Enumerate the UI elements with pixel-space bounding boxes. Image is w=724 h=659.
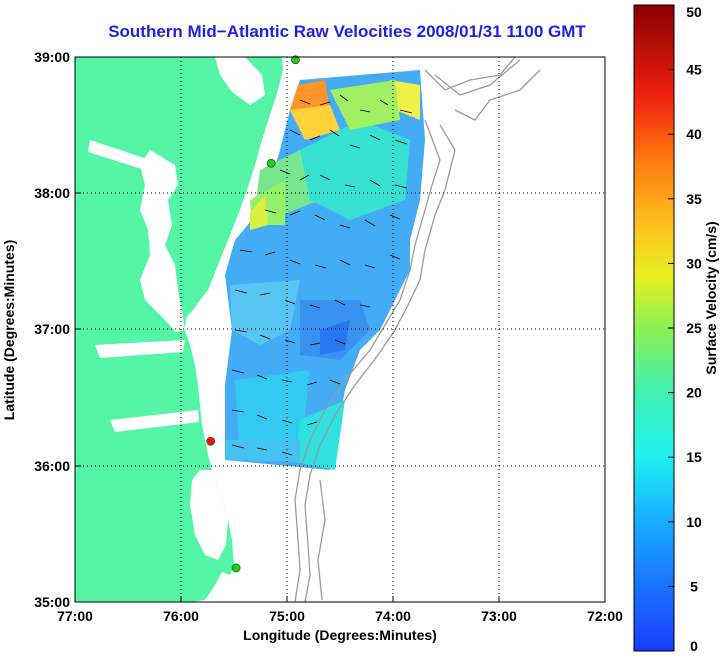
y-tick-label: 36:00 xyxy=(34,458,70,474)
river-inlet xyxy=(110,410,199,432)
tick-marks xyxy=(74,56,606,603)
x-axis-label: Longitude (Degrees:Minutes) xyxy=(243,627,437,643)
velocity-field xyxy=(225,70,425,470)
colorbar-tick-label: 30 xyxy=(686,255,702,271)
pamlico-sound xyxy=(190,470,228,560)
colorbar-tick-label: 40 xyxy=(686,126,702,142)
colorbar-label: Surface Velocity (cm/s) xyxy=(703,221,719,374)
bathymetry-contours xyxy=(294,57,541,602)
x-tick-label: 76:00 xyxy=(163,608,199,624)
x-tick-label: 75:00 xyxy=(269,608,305,624)
y-tick-label: 39:00 xyxy=(34,49,70,65)
x-tick-label: 74:00 xyxy=(375,608,411,624)
station-markers xyxy=(206,55,300,573)
station-marker xyxy=(231,563,241,573)
chart-title: Southern Mid−Atlantic Raw Velocities 200… xyxy=(108,22,586,41)
station-marker xyxy=(291,55,300,65)
colorbar-ticks: 0 5 10 15 20 25 30 35 40 45 50 xyxy=(668,4,702,654)
x-tick-label: 73:00 xyxy=(481,608,517,624)
colorbar-tick-label: 35 xyxy=(686,191,702,207)
colorbar-tick-label: 45 xyxy=(686,62,702,78)
chesapeake-bay xyxy=(140,150,185,332)
station-marker xyxy=(266,158,276,168)
velocity-arrows xyxy=(231,94,413,456)
river-inlet xyxy=(88,140,150,170)
station-marker xyxy=(206,436,216,446)
x-tick-label: 72:00 xyxy=(587,608,623,624)
x-tick-label: 77:00 xyxy=(57,608,93,624)
grid-lines xyxy=(75,57,605,602)
y-tick-label: 38:00 xyxy=(34,185,70,201)
y-tick-label: 35:00 xyxy=(34,594,70,610)
delaware-bay xyxy=(215,57,265,105)
y-axis-label: Latitude (Degrees:Minutes) xyxy=(1,240,17,420)
y-tick-labels: 39:00 38:00 37:00 36:00 35:00 xyxy=(34,49,70,610)
colorbar-tick-label: 5 xyxy=(690,578,698,594)
colorbar-tick-label: 15 xyxy=(686,449,702,465)
y-tick-label: 37:00 xyxy=(34,321,70,337)
colorbar-tick-label: 50 xyxy=(686,4,702,20)
colorbar-tick-label: 20 xyxy=(686,385,702,401)
colorbar-tick-label: 10 xyxy=(686,514,702,530)
river-inlet xyxy=(95,340,185,358)
x-tick-labels: 77:00 76:00 75:00 74:00 73:00 72:00 xyxy=(57,608,623,624)
colorbar-tick-label: 0 xyxy=(690,638,698,654)
colorbar-tick-label: 25 xyxy=(686,320,702,336)
